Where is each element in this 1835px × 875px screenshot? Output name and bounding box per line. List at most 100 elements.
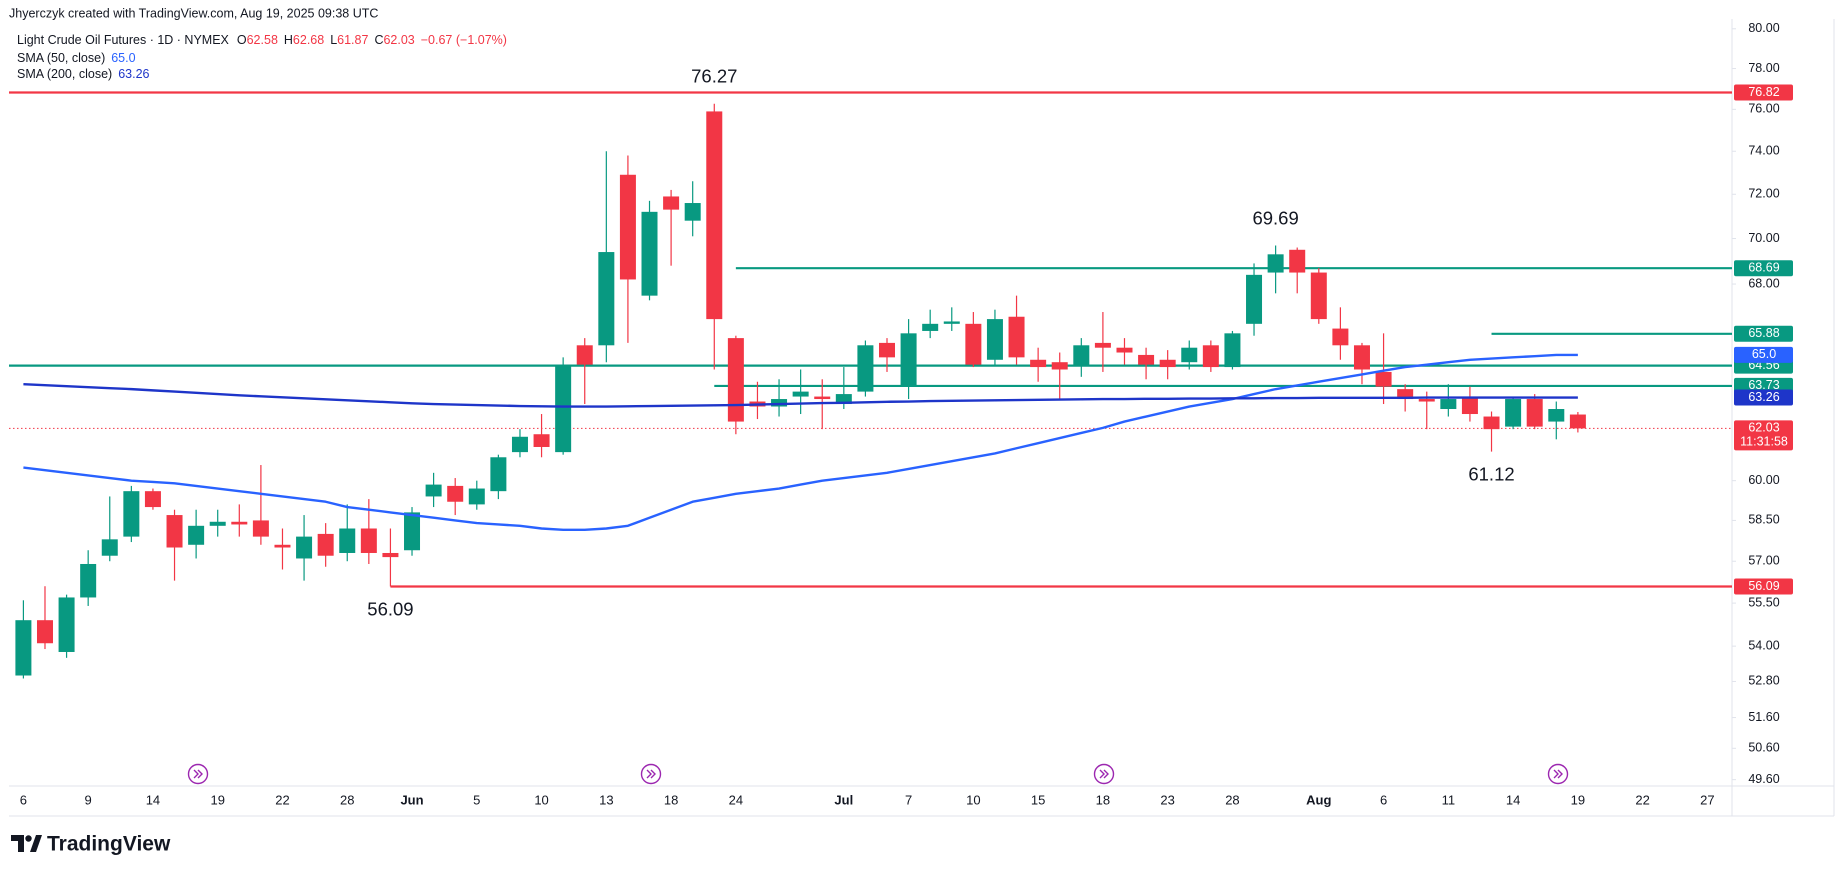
candle-body <box>706 111 723 320</box>
legend-ohlc-letter: L <box>330 33 337 47</box>
candle-body <box>814 396 831 400</box>
y-tick-label: 50.60 <box>1748 741 1779 755</box>
candle-body <box>598 252 615 346</box>
candle-body <box>1397 389 1414 400</box>
candle-body <box>727 338 744 422</box>
x-tick-label: 28 <box>1225 792 1239 807</box>
x-tick-label: 14 <box>1506 792 1520 807</box>
x-tick-label: Jul <box>834 792 853 807</box>
price-label: 65.88 <box>1748 326 1779 340</box>
legend-ohlc-letter: O <box>237 33 247 47</box>
candle-body <box>943 321 960 324</box>
candle-body <box>986 319 1003 360</box>
candle-body <box>771 399 788 407</box>
brand-logo[interactable]: TradingView <box>11 833 171 856</box>
price-label: 63.26 <box>1748 390 1779 404</box>
candle-body <box>576 345 593 365</box>
candle-body <box>1138 354 1155 365</box>
candle-body <box>1332 328 1349 346</box>
candle-body <box>1569 414 1586 429</box>
candle-body <box>58 597 75 652</box>
event-marker[interactable] <box>640 763 662 785</box>
candle-body <box>231 521 248 525</box>
candle-body <box>1094 342 1111 348</box>
x-tick-label: 23 <box>1160 792 1174 807</box>
candle-body <box>1073 345 1090 365</box>
x-tick-label: Jun <box>400 792 423 807</box>
candle-body <box>792 391 809 397</box>
candle-body <box>166 515 183 548</box>
candle-body <box>360 528 377 553</box>
logo-mark <box>25 835 32 842</box>
legend-title: Light Crude Oil Futures · 1D · NYMEX <box>17 33 230 47</box>
y-tick-label: 76.00 <box>1748 102 1779 116</box>
candle-body <box>404 512 421 551</box>
candle-body <box>1181 347 1198 363</box>
candle-body <box>447 485 464 502</box>
price-label: 63.73 <box>1748 378 1779 392</box>
levels-layer <box>9 91 1732 588</box>
legend-sma: SMA (50, close) 65.0 <box>17 51 136 65</box>
price-label-box <box>1734 346 1793 363</box>
candle-body <box>36 620 53 644</box>
y-tick-label: 54.00 <box>1748 638 1779 652</box>
y-tick-label: 52.80 <box>1748 674 1779 688</box>
price-label: 65.0 <box>1752 347 1776 361</box>
candle-body <box>684 203 701 221</box>
price-label-box <box>1734 389 1793 406</box>
x-tick-label: 19 <box>1571 792 1585 807</box>
candle-body <box>1008 316 1025 358</box>
legend-ohlc-value: 62.03 <box>383 33 414 47</box>
x-tick-label: 19 <box>210 792 224 807</box>
axis-layer: 80.00 78.00 76.00 74.00 72.00 70.00 68.00 60.00… <box>20 21 1793 807</box>
candle-body <box>1440 399 1457 410</box>
logo-mark <box>30 835 42 852</box>
candle-body <box>835 394 852 405</box>
candle-body <box>1289 249 1306 273</box>
y-tick-label: 58.50 <box>1748 513 1779 527</box>
candle-body <box>663 196 680 210</box>
sma-line <box>23 383 1578 408</box>
y-tick-label: 70.00 <box>1748 231 1779 245</box>
price-label: 68.69 <box>1748 260 1779 274</box>
x-tick-label: 14 <box>146 792 160 807</box>
price-label: 76.82 <box>1748 85 1779 99</box>
candle-body <box>1353 345 1370 370</box>
x-tick-label: 28 <box>340 792 354 807</box>
x-tick-label: 10 <box>966 792 980 807</box>
candle-body <box>619 174 636 280</box>
legend-sma-name: SMA (200, close) <box>17 67 112 81</box>
x-tick-label: 6 <box>1380 792 1387 807</box>
candle-body <box>15 620 32 676</box>
price-label-box <box>1734 84 1793 101</box>
candle-body <box>1375 371 1392 387</box>
x-tick-label: 11 <box>1442 792 1456 807</box>
price-annotation: 61.12 <box>1468 463 1514 484</box>
text-layer: 76.27 69.69 61.12 56.09 <box>367 66 1514 620</box>
candle-body <box>209 521 226 526</box>
header-credit: Jhyerczyk created with TradingView.com, … <box>9 6 378 20</box>
x-tick-label: 9 <box>85 792 92 807</box>
x-tick-label: 13 <box>599 792 613 807</box>
candle-body <box>188 525 205 545</box>
x-tick-label: 22 <box>1635 792 1649 807</box>
candles-layer <box>15 103 1586 679</box>
event-marker[interactable] <box>1547 763 1569 785</box>
event-marker[interactable] <box>1093 763 1115 785</box>
candle-body <box>1051 362 1068 370</box>
candle-body <box>511 436 528 453</box>
candle-body <box>1030 359 1047 368</box>
candle-body <box>533 434 550 447</box>
event-marker[interactable] <box>187 763 209 785</box>
candle-body <box>641 211 658 296</box>
candle-body <box>252 520 269 537</box>
candle-body <box>900 333 917 387</box>
candle-body <box>857 345 874 392</box>
price-label-box <box>1734 260 1793 277</box>
candle-body <box>425 484 442 497</box>
candle-body <box>1202 345 1219 368</box>
x-tick-label: 10 <box>534 792 548 807</box>
candle-body <box>1224 333 1241 368</box>
countdown-label: 11:31:58 <box>1740 435 1788 449</box>
